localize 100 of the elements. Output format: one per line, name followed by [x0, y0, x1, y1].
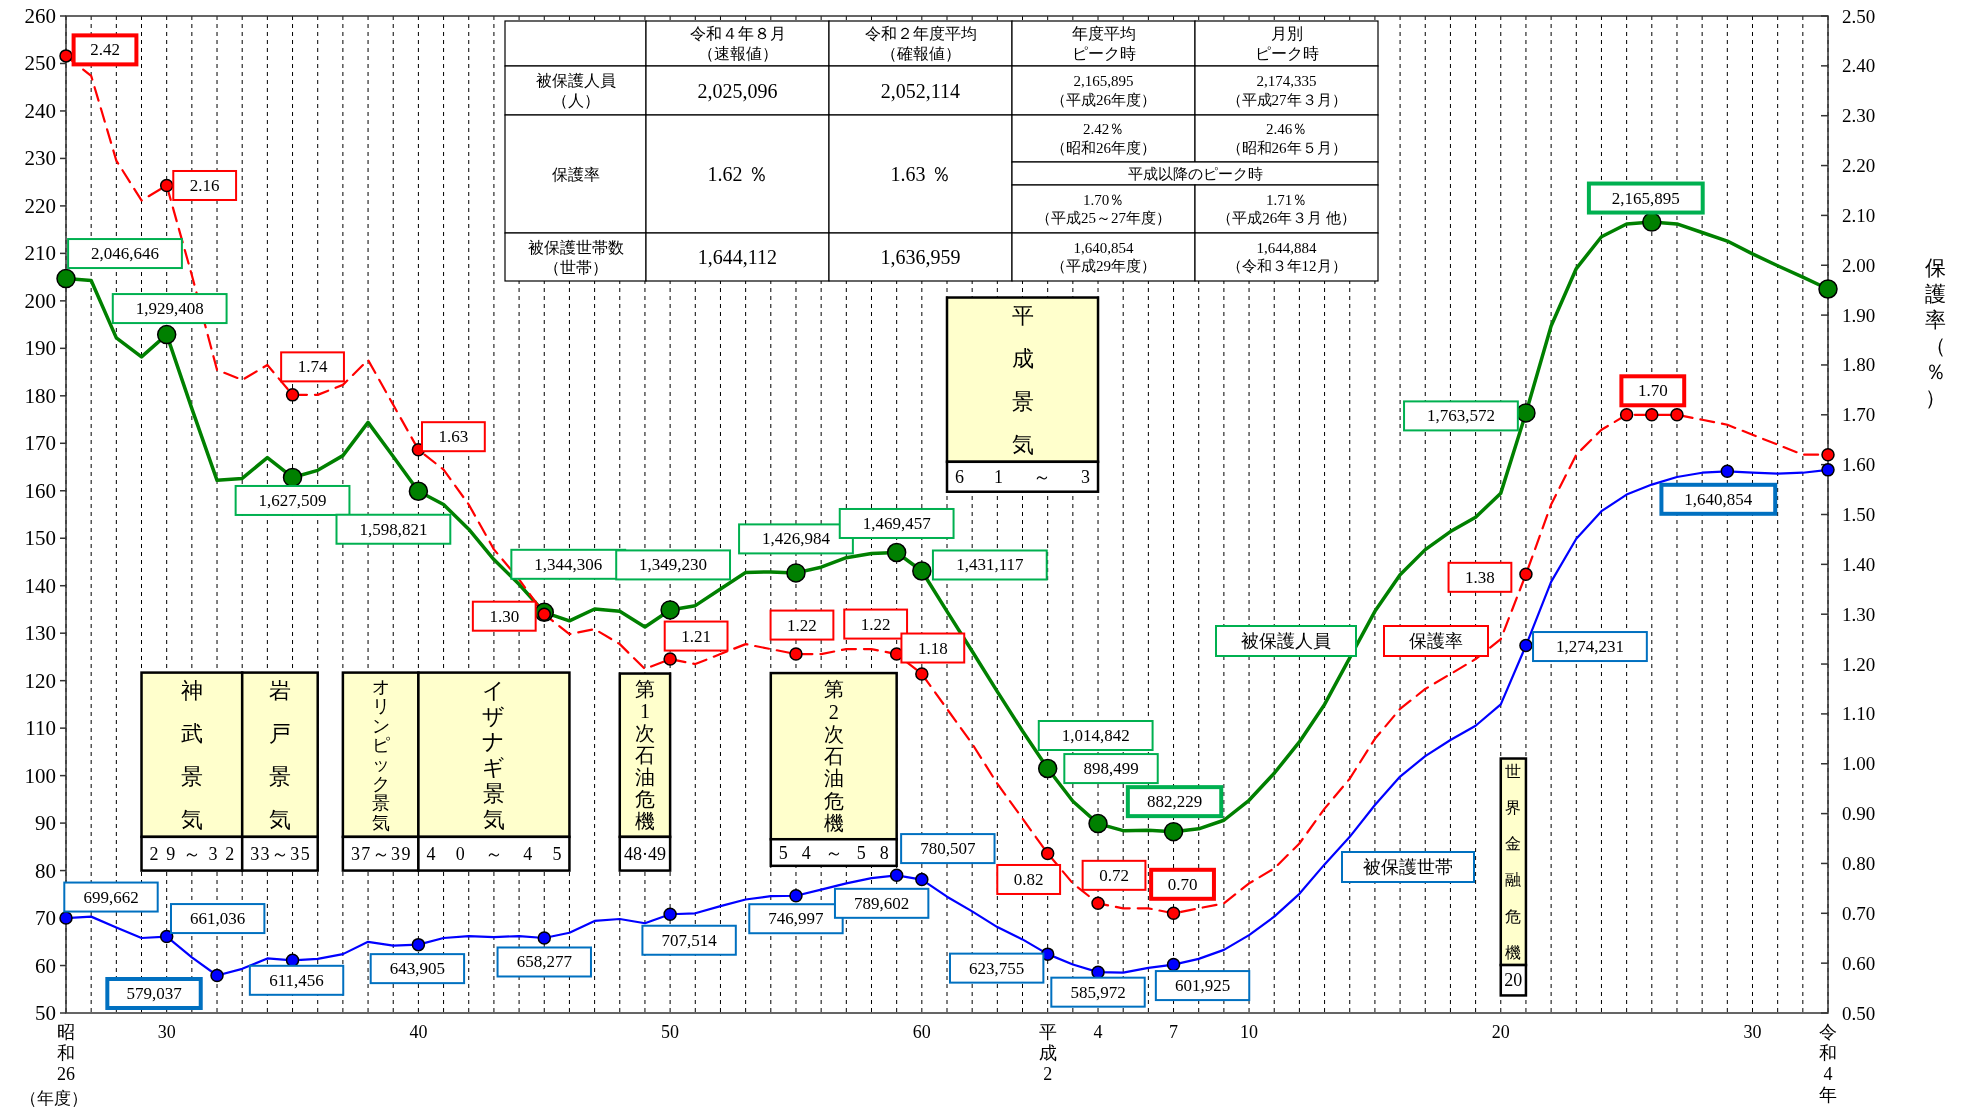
- point: [1516, 403, 1536, 423]
- annotation: 643,905: [389, 959, 446, 979]
- y2-tick-label: 0.60: [1842, 952, 1876, 974]
- y-tick-label: 230: [24, 146, 56, 171]
- annotation: 1,274,231: [1555, 637, 1624, 657]
- point: [1166, 957, 1181, 972]
- point: [411, 937, 426, 952]
- data-label: 1.22: [860, 614, 891, 634]
- annotation: 1,644,112: [697, 246, 778, 268]
- annotation: イザナギ景気: [482, 677, 506, 832]
- annotation: 699,662: [83, 887, 139, 907]
- y-tick-label: 170: [24, 431, 56, 456]
- y2-tick-label: 1.50: [1842, 504, 1876, 525]
- annotation: 1.71％（平成26年３月 他）: [1217, 191, 1356, 227]
- y2-tick-label: 0.50: [1842, 1002, 1876, 1024]
- annotation: 1,640,854: [1684, 489, 1753, 509]
- annotation: 898,499: [1083, 759, 1139, 779]
- data-label: 1.38: [1465, 567, 1495, 587]
- point: [1720, 464, 1735, 479]
- x-tick-label: 40: [409, 1022, 428, 1042]
- y-tick-label: 210: [24, 241, 56, 266]
- annotation: 1,469,457: [862, 513, 932, 533]
- annotation: 1,627,509: [258, 490, 327, 510]
- annotation: 平成景気: [1011, 302, 1034, 457]
- annotation: 611,456: [269, 970, 324, 990]
- y2-tick-label: 2.20: [1842, 155, 1876, 177]
- data-label: 1.30: [489, 606, 520, 626]
- annotation: 1,640,854（平成29年度）: [1051, 239, 1156, 275]
- y2-tick-label: 2.10: [1842, 204, 1876, 226]
- annotation: オリンピック景気: [371, 676, 390, 833]
- data-label: 2.42: [90, 40, 120, 60]
- annotation: 平成以降のピーク時: [1127, 165, 1263, 182]
- y2-tick-label: 2.40: [1842, 55, 1876, 77]
- y2-tick-label: 1.20: [1842, 653, 1876, 675]
- y2-tick-label: 1.90: [1842, 304, 1876, 326]
- y-tick-label: 100: [24, 763, 56, 788]
- annotation: 神武景気: [180, 677, 203, 832]
- annotation: 1,636,959: [880, 246, 961, 268]
- point: [660, 600, 680, 620]
- point: [210, 968, 224, 983]
- point: [1163, 821, 1184, 842]
- point: [789, 647, 803, 661]
- data-label: 1.18: [917, 638, 948, 658]
- y-tick-label: 240: [24, 98, 56, 123]
- point: [886, 542, 907, 563]
- point: [1091, 965, 1105, 979]
- annotation: 585,972: [1070, 982, 1126, 1002]
- y-tick-label: 50: [35, 1001, 56, 1025]
- y-tick-label: 80: [35, 858, 56, 883]
- point: [537, 931, 552, 945]
- annotation: 1,763,572: [1426, 406, 1495, 426]
- annotation: 882,229: [1146, 792, 1203, 812]
- y2-tick-label: 1.80: [1842, 354, 1876, 376]
- y2-tick-label: 2.30: [1842, 105, 1876, 127]
- x-tick-label: 昭和26: [57, 1022, 75, 1084]
- annotation: 1,431,117: [956, 555, 1025, 575]
- y2-tick-label: 0.90: [1842, 803, 1876, 825]
- point: [282, 467, 303, 488]
- data-label: 1.22: [787, 615, 817, 635]
- point: [285, 388, 300, 402]
- annotation: 1.70％（平成25～27年度）: [1036, 191, 1171, 227]
- y2-tick-label: 1.60: [1842, 454, 1876, 476]
- y2-axis-title: 保護率（％）: [1924, 256, 1946, 410]
- y-tick-label: 110: [25, 716, 56, 741]
- x-tick-label: 60: [912, 1022, 931, 1042]
- annotation: 保護率: [551, 165, 600, 183]
- point: [663, 652, 677, 666]
- x-tick-label: 30: [1743, 1022, 1762, 1042]
- x-tick-label: 令和4年: [1819, 1022, 1837, 1105]
- annotation: 54～58: [778, 842, 889, 863]
- data-label: 0.82: [1013, 869, 1044, 889]
- y-tick-label: 140: [24, 573, 56, 598]
- annotation: 40～45: [426, 843, 562, 864]
- data-label: 1.70: [1637, 381, 1668, 401]
- data-label: 1.21: [681, 626, 711, 646]
- y-tick-label: 60: [35, 953, 56, 978]
- point: [1088, 813, 1108, 834]
- y-tick-label: 200: [24, 288, 56, 313]
- annotation: 2,025,096: [697, 79, 778, 102]
- x-axis-title: （年度）: [20, 1088, 88, 1108]
- y-tick-label: 260: [24, 4, 56, 28]
- x-tick-label: 7: [1169, 1022, 1179, 1042]
- point: [156, 324, 177, 345]
- y2-tick-label: 1.40: [1842, 553, 1876, 575]
- annotation: 579,037: [126, 983, 183, 1003]
- annotation: 658,277: [516, 952, 573, 972]
- annotation: 第2次石油危機: [823, 678, 844, 835]
- annotation: 789,602: [854, 893, 910, 913]
- point: [1642, 212, 1662, 232]
- point: [786, 563, 806, 583]
- series-label: 被保護世帯: [1363, 857, 1453, 877]
- point: [408, 481, 429, 501]
- data-label: 0.70: [1167, 874, 1198, 894]
- point: [1619, 408, 1634, 422]
- x-tick-label: 50: [661, 1022, 680, 1042]
- point: [912, 561, 932, 581]
- annotation: 780,507: [920, 839, 976, 859]
- x-tick-label: 4: [1093, 1022, 1103, 1042]
- point: [789, 888, 803, 903]
- point: [1519, 638, 1533, 653]
